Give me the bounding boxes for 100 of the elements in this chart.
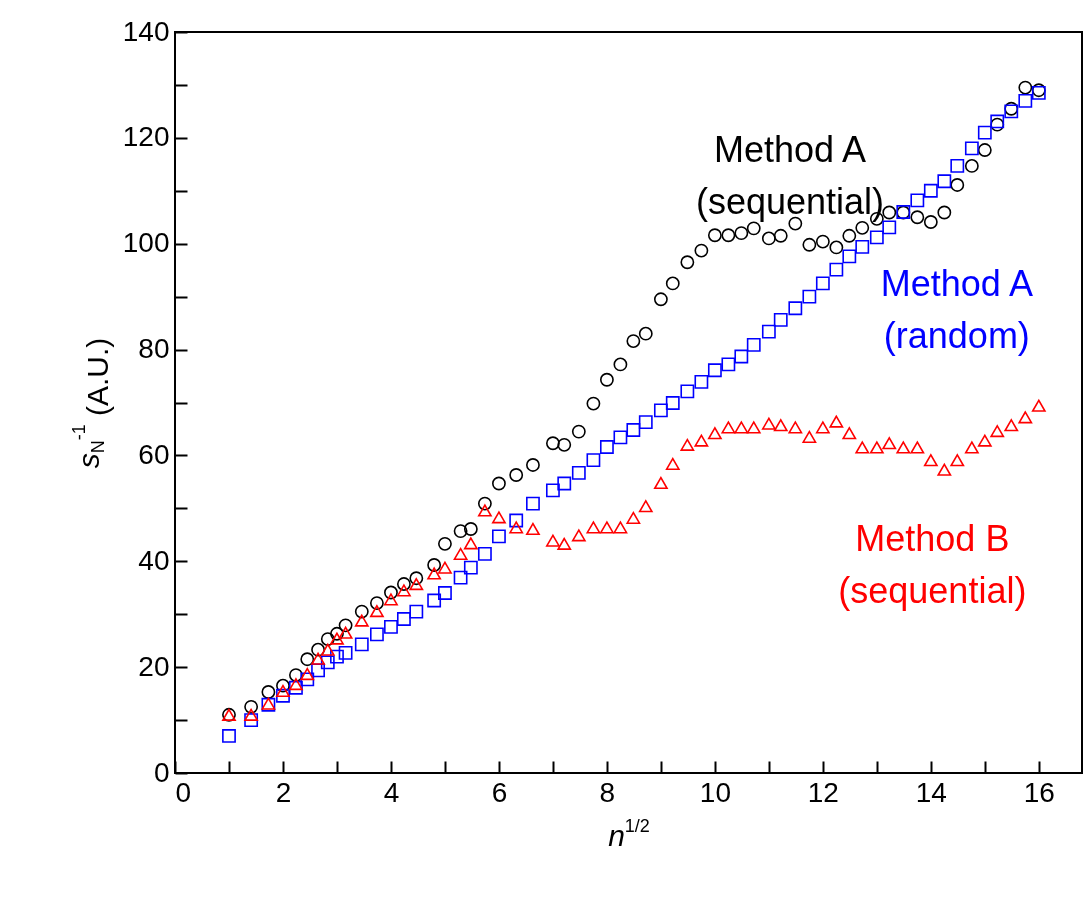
point [557, 476, 572, 491]
point [338, 618, 353, 633]
point [694, 374, 709, 389]
point [680, 384, 695, 399]
point [626, 334, 641, 349]
series-label: Method A (sequential) [695, 128, 884, 222]
x-tick-label: 2 [275, 776, 292, 808]
x-tick-label: 4 [383, 776, 400, 808]
y-tick-label: 20 [138, 650, 170, 682]
point [734, 421, 749, 434]
point [802, 237, 817, 252]
point [746, 337, 761, 352]
point [300, 667, 315, 681]
point [396, 584, 411, 597]
point [721, 228, 736, 243]
point [571, 424, 586, 439]
point [707, 228, 722, 243]
point [453, 547, 468, 560]
point [492, 529, 506, 544]
point [384, 619, 398, 634]
point [613, 521, 628, 534]
point [545, 534, 560, 547]
point [815, 234, 830, 249]
point [923, 183, 938, 198]
point [509, 468, 524, 482]
y-tick-label: 80 [138, 333, 170, 365]
point [244, 713, 259, 727]
x-tick-label: 16 [1023, 776, 1055, 808]
point [438, 561, 452, 574]
point [244, 699, 259, 714]
point [613, 357, 628, 372]
point [746, 421, 761, 434]
point [977, 143, 992, 157]
point [369, 627, 384, 642]
point [320, 632, 335, 646]
point [653, 476, 668, 490]
point [829, 240, 844, 255]
point [396, 577, 411, 591]
point [300, 672, 315, 687]
y-tick-label: 140 [122, 15, 170, 47]
point [276, 688, 290, 703]
point [896, 441, 911, 454]
point [638, 415, 653, 430]
point [477, 546, 492, 561]
point [694, 434, 709, 447]
point [761, 231, 776, 246]
point [526, 496, 540, 511]
point [990, 424, 1005, 438]
point [829, 415, 844, 428]
point [761, 324, 776, 339]
point [842, 228, 857, 243]
point [463, 560, 478, 575]
point [409, 577, 424, 591]
point [788, 421, 803, 434]
y-tick-label: 40 [138, 544, 170, 576]
point [438, 586, 452, 600]
x-tick-label: 14 [915, 776, 947, 808]
y-tick-label: 120 [122, 121, 170, 153]
point [330, 649, 344, 664]
point [289, 668, 303, 682]
point [384, 585, 398, 600]
point [964, 159, 979, 173]
point [665, 276, 680, 291]
point [869, 441, 884, 454]
point [369, 604, 384, 618]
point [746, 221, 761, 236]
point [950, 158, 965, 173]
point [276, 678, 290, 693]
point [463, 522, 478, 536]
point [761, 417, 776, 430]
point [586, 453, 601, 468]
y-tick-label: 100 [122, 227, 170, 259]
point [1018, 411, 1033, 424]
point [244, 708, 259, 721]
point [613, 430, 628, 445]
series-label: Method B (sequential) [838, 518, 1027, 612]
point [721, 357, 736, 372]
point [492, 511, 506, 524]
y-tick-label: 60 [138, 438, 170, 470]
point [626, 423, 641, 437]
point [882, 205, 897, 220]
point [599, 521, 614, 534]
point [977, 434, 992, 447]
point [1018, 80, 1033, 95]
point [463, 537, 478, 550]
point [261, 685, 276, 699]
point [354, 637, 369, 652]
point [599, 372, 614, 387]
x-axis-title: n$^{1/2}$ [608, 816, 650, 852]
point [477, 504, 492, 517]
point [557, 537, 572, 550]
point [1004, 419, 1019, 432]
point [665, 457, 680, 470]
point [338, 626, 353, 639]
point [330, 632, 344, 645]
y-tick-label: 0 [153, 756, 170, 788]
point [526, 522, 540, 536]
point [545, 483, 560, 498]
point [545, 436, 560, 451]
point [680, 438, 695, 451]
